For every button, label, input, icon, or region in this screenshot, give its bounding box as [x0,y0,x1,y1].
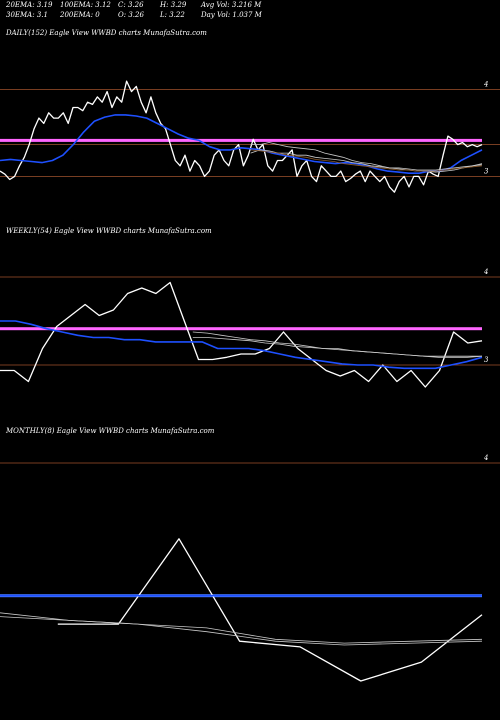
y-tick-label: 4 [483,268,488,276]
ema20-value: 20EMA: 3.19 [6,1,53,9]
avg-volume-value: Avg Vol: 3.216 M [201,1,262,9]
daily-panel-title: DAILY(152) Eagle View WWBD charts Munafa… [6,29,207,37]
price-line [57,538,483,682]
ema-dark-line [250,149,483,172]
resistance-band [0,327,482,331]
y-tick-label: 4 [483,81,488,89]
ema-slow-line [250,142,483,173]
low-value: L: 3.22 [160,11,185,19]
weekly-chart-panel: 43 [0,268,500,388]
ema-slow-line [250,149,483,171]
y-tick-label: 3 [484,356,489,364]
ema30-value: 30EMA: 3.1 [6,11,48,19]
price-line [0,80,483,193]
ema-fast-line [0,114,483,174]
ema-slow-line [192,337,482,357]
y-tick-label: 3 [484,167,489,175]
weekly-panel-title: WEEKLY(54) Eagle View WWBD charts Munafa… [6,227,212,235]
ema-slow-line [0,616,483,646]
monthly-panel-title: MONTHLY(8) Eagle View WWBD charts Munafa… [6,427,215,435]
ema-fast-line [0,320,483,370]
high-value: H: 3.29 [160,1,187,9]
close-value: C: 3.26 [118,1,144,9]
daily-chart-panel: 43 [0,80,500,193]
ema-slow-line [192,331,483,358]
ema100-value: 100EMA: 3.12 [60,1,111,9]
monthly-chart-panel: 4 [0,454,500,682]
resistance-band [0,138,482,142]
ema-slow-line [0,612,483,644]
price-line [0,281,483,388]
y-tick-label: 4 [483,454,488,462]
day-volume-value: Day Vol: 1.037 M [201,11,262,19]
ema200-value: 200EMA: 0 [60,11,100,19]
open-value: O: 3.26 [118,11,144,19]
